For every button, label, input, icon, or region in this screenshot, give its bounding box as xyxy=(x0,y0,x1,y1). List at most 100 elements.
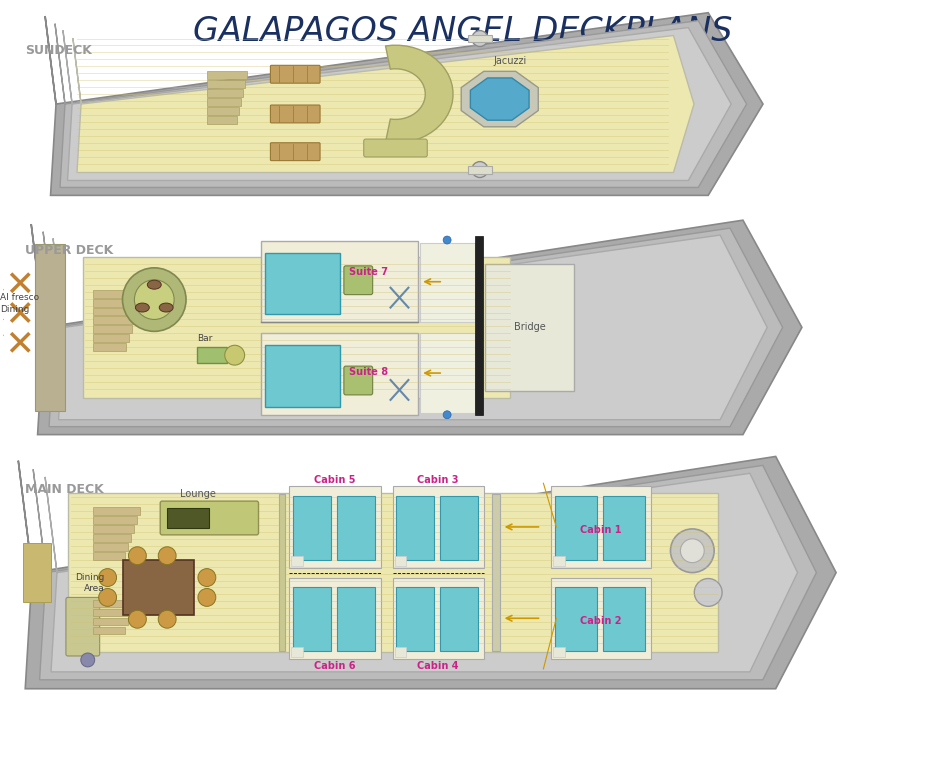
FancyBboxPatch shape xyxy=(294,496,331,559)
FancyBboxPatch shape xyxy=(393,486,484,568)
Text: GALAPAGOS ANGEL DECKPLANS: GALAPAGOS ANGEL DECKPLANS xyxy=(194,15,732,48)
Circle shape xyxy=(225,345,244,365)
FancyBboxPatch shape xyxy=(93,543,129,551)
FancyBboxPatch shape xyxy=(280,495,285,651)
Text: Bar: Bar xyxy=(197,335,212,344)
FancyBboxPatch shape xyxy=(337,496,375,559)
FancyBboxPatch shape xyxy=(393,578,484,659)
Polygon shape xyxy=(73,36,694,172)
FancyBboxPatch shape xyxy=(551,578,651,659)
Polygon shape xyxy=(33,466,817,680)
Text: Bridge: Bridge xyxy=(514,322,545,332)
Polygon shape xyxy=(53,235,768,420)
Circle shape xyxy=(158,610,176,628)
Text: Lounge: Lounge xyxy=(180,489,216,499)
Circle shape xyxy=(444,236,451,244)
FancyBboxPatch shape xyxy=(292,555,303,565)
FancyBboxPatch shape xyxy=(93,600,134,607)
Circle shape xyxy=(670,529,714,572)
FancyBboxPatch shape xyxy=(206,89,243,97)
Text: Cabin 3: Cabin 3 xyxy=(418,475,459,485)
FancyBboxPatch shape xyxy=(468,34,492,43)
FancyBboxPatch shape xyxy=(206,98,241,106)
Circle shape xyxy=(99,588,117,607)
FancyBboxPatch shape xyxy=(82,257,509,398)
Circle shape xyxy=(472,162,488,178)
Ellipse shape xyxy=(147,280,161,289)
FancyBboxPatch shape xyxy=(168,508,209,528)
Circle shape xyxy=(198,568,216,587)
Polygon shape xyxy=(63,27,732,181)
FancyBboxPatch shape xyxy=(93,335,130,342)
Polygon shape xyxy=(45,13,763,195)
FancyBboxPatch shape xyxy=(261,333,419,415)
FancyBboxPatch shape xyxy=(485,264,574,391)
FancyBboxPatch shape xyxy=(93,325,132,333)
FancyBboxPatch shape xyxy=(270,105,320,123)
Polygon shape xyxy=(19,456,836,689)
Text: MAIN DECK: MAIN DECK xyxy=(25,482,104,496)
Text: Suite 7: Suite 7 xyxy=(349,267,388,277)
Text: Cabin 4: Cabin 4 xyxy=(418,661,459,671)
Text: Area: Area xyxy=(84,584,105,594)
Text: Cabin 2: Cabin 2 xyxy=(581,616,621,626)
FancyBboxPatch shape xyxy=(603,588,644,651)
FancyBboxPatch shape xyxy=(93,618,129,625)
FancyBboxPatch shape xyxy=(93,316,135,325)
FancyBboxPatch shape xyxy=(603,496,644,559)
FancyBboxPatch shape xyxy=(206,107,239,115)
Polygon shape xyxy=(461,72,538,126)
FancyBboxPatch shape xyxy=(261,241,419,322)
FancyBboxPatch shape xyxy=(492,495,500,651)
Text: Dining: Dining xyxy=(0,305,30,313)
FancyBboxPatch shape xyxy=(66,597,100,656)
FancyBboxPatch shape xyxy=(394,555,407,565)
FancyBboxPatch shape xyxy=(364,139,427,157)
Text: Al fresco: Al fresco xyxy=(0,293,40,302)
Circle shape xyxy=(158,547,176,565)
Ellipse shape xyxy=(135,303,149,312)
FancyBboxPatch shape xyxy=(93,534,131,542)
Text: Jacuzzi: Jacuzzi xyxy=(493,56,526,66)
FancyBboxPatch shape xyxy=(468,165,492,174)
FancyBboxPatch shape xyxy=(93,299,142,306)
FancyBboxPatch shape xyxy=(93,507,141,515)
Circle shape xyxy=(444,411,451,419)
FancyBboxPatch shape xyxy=(294,588,331,651)
FancyBboxPatch shape xyxy=(266,253,340,315)
FancyBboxPatch shape xyxy=(270,66,320,83)
FancyBboxPatch shape xyxy=(289,578,381,659)
FancyBboxPatch shape xyxy=(344,366,372,395)
FancyBboxPatch shape xyxy=(270,142,320,161)
FancyBboxPatch shape xyxy=(160,501,258,535)
Circle shape xyxy=(472,30,488,46)
FancyBboxPatch shape xyxy=(206,80,244,88)
Polygon shape xyxy=(470,78,529,120)
FancyBboxPatch shape xyxy=(68,493,719,652)
FancyBboxPatch shape xyxy=(93,516,137,524)
FancyBboxPatch shape xyxy=(554,555,565,565)
Text: Cabin 5: Cabin 5 xyxy=(314,475,356,485)
FancyBboxPatch shape xyxy=(93,525,134,533)
FancyBboxPatch shape xyxy=(93,552,126,559)
FancyBboxPatch shape xyxy=(475,236,482,415)
FancyBboxPatch shape xyxy=(35,244,65,411)
FancyBboxPatch shape xyxy=(420,243,475,322)
FancyBboxPatch shape xyxy=(556,588,597,651)
Text: Suite 8: Suite 8 xyxy=(349,367,388,377)
FancyBboxPatch shape xyxy=(93,343,127,351)
FancyBboxPatch shape xyxy=(197,347,227,363)
Circle shape xyxy=(99,568,117,587)
FancyBboxPatch shape xyxy=(93,290,144,298)
Text: UPPER DECK: UPPER DECK xyxy=(25,245,114,258)
FancyBboxPatch shape xyxy=(440,588,478,651)
FancyBboxPatch shape xyxy=(337,588,375,651)
FancyBboxPatch shape xyxy=(93,610,131,616)
Polygon shape xyxy=(31,220,802,434)
FancyBboxPatch shape xyxy=(551,486,651,568)
Polygon shape xyxy=(385,45,453,143)
FancyBboxPatch shape xyxy=(93,308,138,315)
Ellipse shape xyxy=(159,303,173,312)
FancyBboxPatch shape xyxy=(292,647,303,657)
FancyBboxPatch shape xyxy=(396,496,434,559)
